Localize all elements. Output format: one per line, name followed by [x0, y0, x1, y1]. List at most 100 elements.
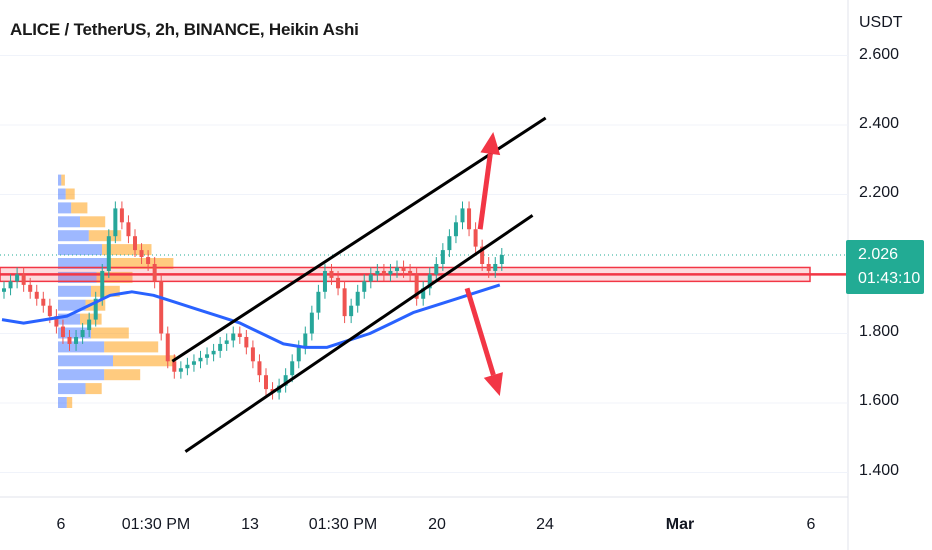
candle-body: [8, 281, 13, 289]
candle-body: [375, 270, 380, 275]
candles: [2, 201, 504, 400]
time-tick-label: 6: [56, 516, 66, 533]
candle-body: [368, 274, 373, 282]
volume-profile-bar-down: [91, 327, 129, 339]
candle-body: [185, 364, 190, 369]
price-tick-label: 2.600: [859, 46, 900, 63]
candle-body: [54, 316, 59, 327]
candle-body: [146, 257, 151, 264]
time-tick-label: 6: [806, 516, 816, 533]
candle-body: [336, 277, 341, 289]
candle-body: [342, 288, 347, 317]
candle-body: [100, 270, 105, 299]
candle-body: [296, 347, 301, 362]
candle-body: [467, 208, 472, 230]
candle-body: [303, 333, 308, 348]
time-tick-label: 01:30 PM: [121, 516, 191, 533]
candle-body: [316, 291, 321, 313]
candle-body: [28, 284, 33, 292]
candle-body: [231, 333, 236, 341]
channel-upper-line: [171, 116, 547, 363]
candle-body: [388, 270, 393, 275]
volume-profile-bar-up: [58, 397, 67, 408]
time-tick-label: 13: [241, 516, 259, 533]
candle-body: [34, 291, 39, 299]
candle-body: [460, 208, 465, 223]
candle-body: [408, 270, 413, 275]
candle-body: [283, 375, 288, 386]
candle-body: [264, 375, 268, 390]
volume-profile-bar-up: [58, 299, 86, 311]
candle-body: [493, 264, 498, 271]
candle-body: [93, 298, 98, 320]
candle-body: [211, 350, 216, 355]
candle-body: [250, 347, 255, 362]
candle-body: [362, 281, 367, 292]
arrow-up-shaft: [477, 153, 493, 230]
candle-body: [159, 281, 164, 334]
volume-profile-bar-up: [58, 313, 80, 325]
volume-profile-bar-down: [65, 188, 75, 200]
candle-body: [106, 236, 111, 271]
drawings: [171, 116, 547, 453]
price-tick-label: 1.600: [859, 392, 900, 409]
candle-body: [395, 267, 399, 271]
volume-profile-bar-down: [91, 285, 120, 297]
candle-body: [414, 274, 419, 299]
time-tick-label: 01:30 PM: [308, 516, 378, 533]
volume-profile-bar-up: [58, 174, 62, 186]
candle-body: [165, 333, 170, 362]
moving-average-line: [1, 283, 501, 349]
time-tick-label: 24: [536, 516, 554, 533]
volume-profile-bar-up: [58, 258, 109, 269]
candle-body: [349, 305, 354, 317]
last-price-tag: 2.026 01:43:10: [846, 240, 924, 294]
candle-body: [499, 254, 504, 264]
currency-label: USDT: [859, 14, 903, 31]
candle-body: [60, 326, 65, 337]
candle-body: [355, 291, 360, 306]
candle-body: [205, 354, 210, 358]
volume-profile-bar-up: [58, 230, 89, 242]
volume-profile-bar-down: [96, 271, 133, 283]
candle-body: [453, 222, 458, 237]
candle-body: [290, 361, 295, 376]
volume-profile-bar-up: [58, 188, 66, 200]
candle-body: [486, 264, 491, 271]
candle-body: [237, 333, 242, 337]
volume-profile-bar-up: [58, 285, 91, 297]
volume-profile-bar-up: [58, 271, 97, 283]
candle-body: [87, 319, 92, 331]
candle-body: [172, 361, 177, 372]
candle-body: [178, 368, 183, 372]
volume-profile: [0, 55, 848, 473]
candle-body: [434, 264, 439, 275]
volume-profile-bar-up: [58, 369, 105, 381]
candle-body: [2, 288, 6, 292]
candle-body: [473, 229, 478, 247]
candle-body: [224, 340, 229, 344]
candle-body: [198, 357, 203, 362]
candle-body: [440, 250, 445, 264]
last-price-value: 2.026: [858, 246, 899, 263]
price-tick-label: 2.400: [859, 115, 900, 132]
candle-body: [47, 305, 52, 317]
price-tick-label: 2.200: [859, 184, 900, 201]
candle-body: [152, 264, 157, 282]
volume-profile-bar-down: [88, 230, 122, 242]
arrow-down-head: [483, 372, 503, 397]
volume-profile-bar-down: [85, 383, 102, 395]
candle-body: [21, 274, 26, 285]
candle-body: [309, 312, 314, 334]
candle-body: [218, 343, 223, 351]
volume-profile-bar-up: [58, 383, 86, 395]
candle-body: [421, 288, 426, 299]
candle-body: [15, 274, 20, 282]
arrow-up-head: [480, 131, 501, 156]
candle-body: [244, 336, 249, 348]
candle-body: [381, 270, 386, 275]
volume-profile-bar-up: [58, 244, 102, 256]
chart-title: ALICE / TetherUS, 2h, BINANCE, Heikin As…: [10, 20, 359, 39]
